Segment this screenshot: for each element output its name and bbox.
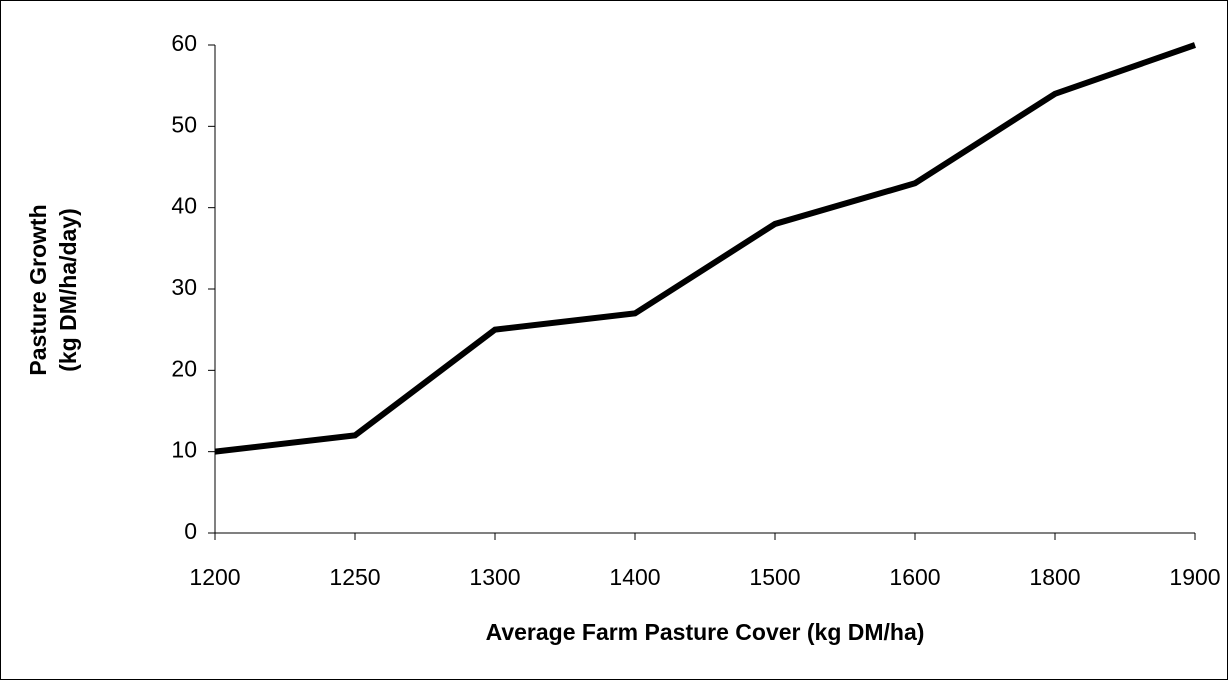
y-tick-label: 0	[184, 518, 197, 544]
x-tick-label: 1900	[1169, 564, 1220, 590]
y-axis-title: (kg DM/ha/day)	[55, 208, 81, 372]
y-tick-label: 60	[171, 30, 197, 56]
x-tick-label: 1500	[749, 564, 800, 590]
x-tick-label: 1800	[1029, 564, 1080, 590]
y-axis-title: Pasture Growth	[25, 204, 51, 375]
x-tick-label: 1200	[189, 564, 240, 590]
x-tick-label: 1300	[469, 564, 520, 590]
y-tick-label: 50	[171, 111, 197, 137]
y-tick-label: 40	[171, 193, 197, 219]
x-axis-title: Average Farm Pasture Cover (kg DM/ha)	[486, 619, 925, 645]
line-series	[214, 42, 1196, 455]
y-tick-label: 10	[171, 437, 197, 463]
x-tick-label: 1400	[609, 564, 660, 590]
x-tick-label: 1600	[889, 564, 940, 590]
y-tick-label: 30	[171, 274, 197, 300]
x-tick-label: 1250	[329, 564, 380, 590]
y-tick-label: 20	[171, 355, 197, 381]
